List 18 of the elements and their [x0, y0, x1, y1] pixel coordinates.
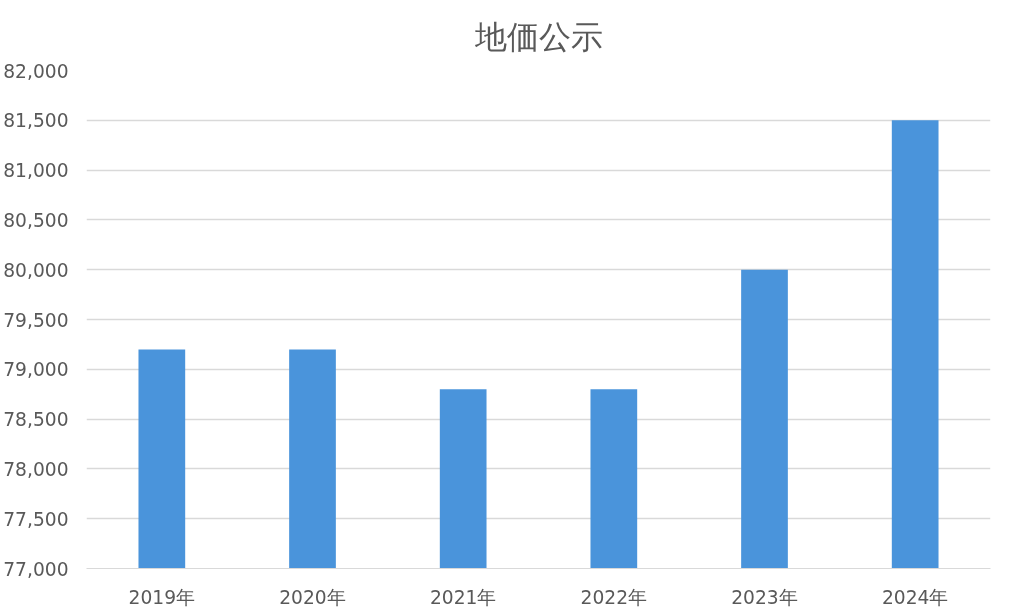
x-tick-label: 2019年 — [128, 586, 196, 608]
x-tick-label: 2021年 — [429, 586, 497, 608]
y-tick-label: 78,000 — [3, 458, 69, 480]
y-tick-label: 82,000 — [3, 60, 69, 82]
y-tick-label: 81,500 — [3, 110, 69, 132]
x-tick-label: 2022年 — [580, 586, 648, 608]
x-tick-label: 2020年 — [279, 586, 346, 608]
y-tick-label: 79,500 — [3, 309, 69, 331]
y-tick-label: 80,000 — [3, 259, 69, 281]
y-tick-label: 77,500 — [3, 508, 69, 530]
y-tick-label: 79,000 — [3, 359, 69, 381]
y-tick-label: 77,000 — [3, 558, 69, 580]
y-tick-label: 78,500 — [3, 409, 69, 431]
y-tick-label: 80,500 — [3, 209, 69, 231]
x-tick-label: 2023年 — [731, 586, 798, 608]
chart-title: 地価公示 — [473, 17, 603, 56]
x-tick-label: 2024年 — [881, 586, 949, 608]
y-tick-label: 81,000 — [3, 160, 69, 182]
